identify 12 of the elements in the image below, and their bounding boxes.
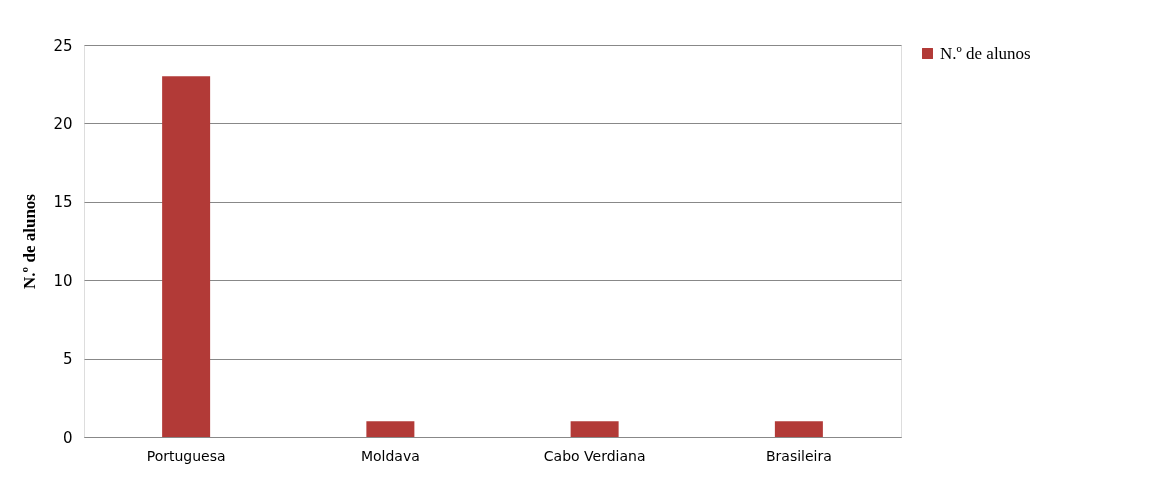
x-tick-label: Portuguesa	[146, 447, 226, 464]
y-tick-label: 25	[53, 36, 73, 55]
legend-label: N.º de alunos	[940, 43, 1031, 63]
x-tick-label: Moldava	[360, 447, 420, 464]
x-tick-label: Cabo Verdiana	[543, 447, 646, 464]
y-tick-label: 10	[53, 271, 73, 290]
x-tick-label: Brasileira	[765, 447, 832, 464]
y-axis-title: N.º de alunos	[20, 193, 40, 289]
y-tick-label: 5	[62, 350, 73, 369]
y-tick-label: 0	[62, 428, 73, 447]
y-tick-label: 20	[53, 114, 73, 133]
y-tick-label: 15	[53, 193, 73, 212]
